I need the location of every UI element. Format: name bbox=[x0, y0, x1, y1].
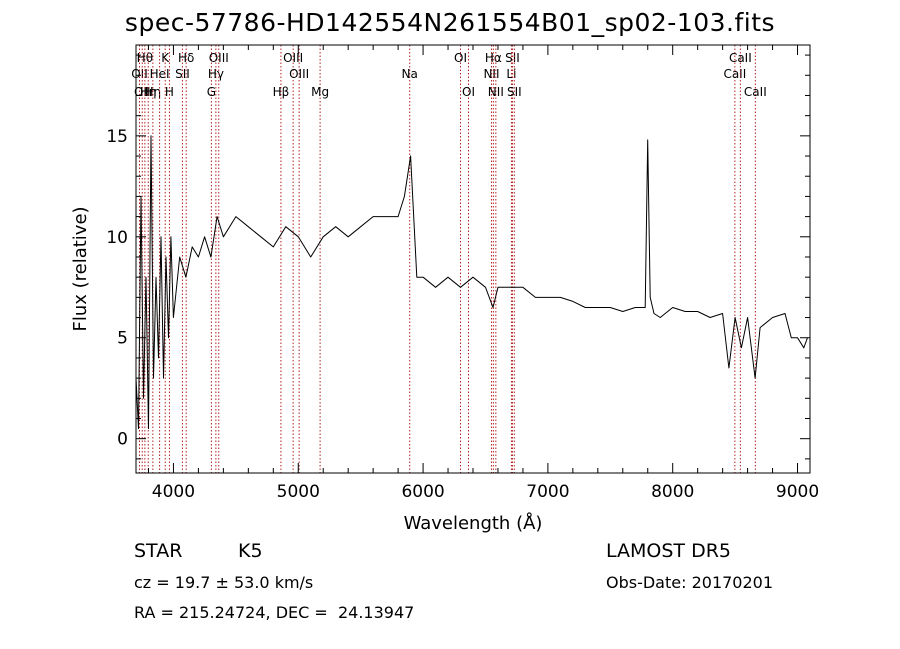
spectrum-line bbox=[135, 135, 808, 430]
line-marker-label: OIII bbox=[283, 51, 303, 65]
y-axis-label: Flux (relative) bbox=[70, 206, 91, 331]
plot-frame bbox=[135, 44, 811, 474]
line-marker-label: Mg bbox=[311, 85, 329, 99]
line-marker-label: HeI bbox=[150, 67, 170, 81]
line-marker-label: OI bbox=[462, 85, 475, 99]
line-marker-label: Hδ bbox=[178, 51, 194, 65]
line-marker-label: OIII bbox=[209, 51, 229, 65]
x-axis-label: Wavelength (Å) bbox=[404, 512, 543, 534]
line-marker-label: Hη bbox=[145, 85, 162, 99]
line-marker-label: CaII bbox=[744, 85, 767, 99]
y-tick-label: 5 bbox=[117, 329, 128, 349]
line-marker-label: OI bbox=[454, 51, 467, 65]
line-marker-label: CaII bbox=[729, 51, 752, 65]
line-marker-label: Hγ bbox=[208, 67, 224, 81]
line-marker-label: Hα bbox=[485, 51, 502, 65]
line-marker-label: G bbox=[207, 85, 216, 99]
line-marker-label: OII bbox=[131, 67, 148, 81]
x-tick-label: 9000 bbox=[776, 482, 819, 502]
y-tick-label: 10 bbox=[106, 228, 128, 248]
line-marker-label: SII bbox=[505, 51, 520, 65]
x-tick-label: 7000 bbox=[526, 482, 569, 502]
x-tick-label: 8000 bbox=[651, 482, 694, 502]
y-tick-label: 15 bbox=[106, 127, 128, 147]
line-marker-label: NII bbox=[488, 85, 504, 99]
line-marker-label: CaII bbox=[723, 67, 746, 81]
line-marker-label: Li bbox=[506, 67, 516, 81]
object-class: STAR bbox=[134, 540, 183, 562]
x-tick-label: 5000 bbox=[277, 482, 320, 502]
y-tick-label: 0 bbox=[117, 430, 128, 450]
survey-name: LAMOST DR5 bbox=[606, 540, 731, 562]
line-marker-label: H bbox=[165, 85, 174, 99]
obs-date: Obs-Date: 20170201 bbox=[606, 573, 774, 592]
line-marker-label: Na bbox=[402, 67, 418, 81]
line-marker-label: SII bbox=[175, 67, 190, 81]
line-marker-label: Hβ bbox=[273, 85, 290, 99]
chart-title: spec-57786-HD142554N261554B01_sp02-103.f… bbox=[124, 8, 776, 37]
redshift-text: cz = 19.7 ± 53.0 km/s bbox=[134, 573, 314, 592]
line-marker-label: K bbox=[161, 51, 170, 65]
subclass: K5 bbox=[238, 540, 263, 562]
line-marker-label: OIII bbox=[289, 67, 309, 81]
line-marker-label: SII bbox=[507, 85, 522, 99]
x-tick-label: 4000 bbox=[152, 482, 195, 502]
x-tick-label: 6000 bbox=[401, 482, 444, 502]
line-marker-label: NII bbox=[483, 67, 499, 81]
coordinates: RA = 215.24724, DEC = 24.13947 bbox=[134, 603, 415, 622]
line-marker-label: Hθ bbox=[137, 51, 153, 65]
